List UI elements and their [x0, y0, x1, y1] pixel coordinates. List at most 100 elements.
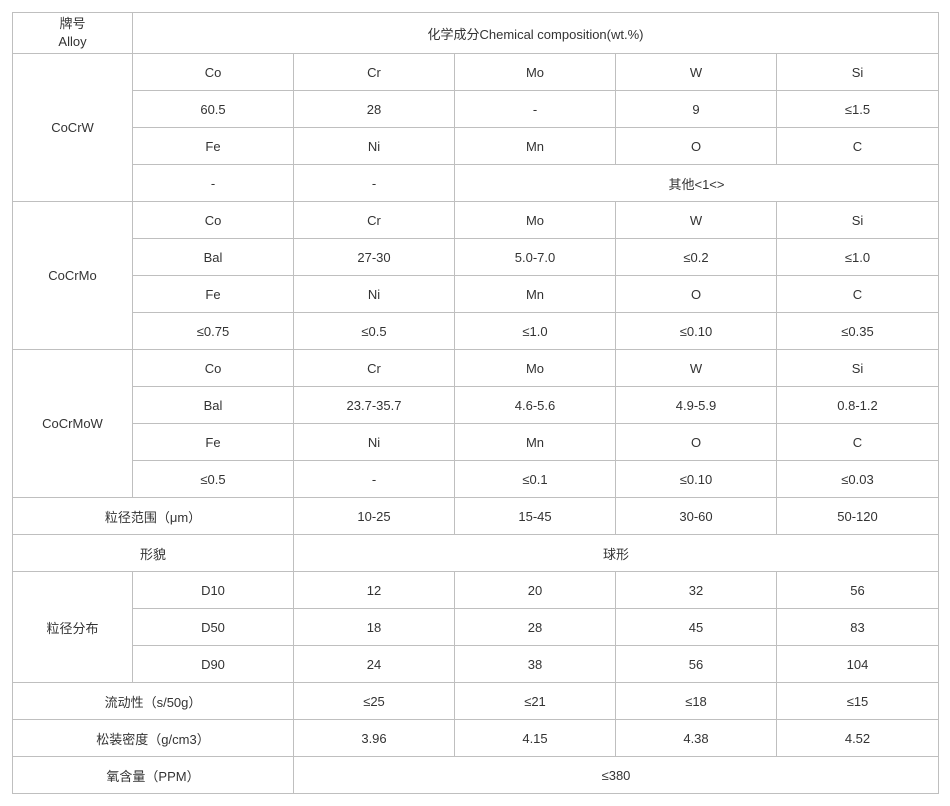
- cell: W: [616, 54, 777, 91]
- cell: 10-25: [294, 498, 455, 535]
- cell: ≤0.5: [133, 461, 294, 498]
- cell: -: [455, 91, 616, 128]
- cell: 28: [294, 91, 455, 128]
- cell: W: [616, 350, 777, 387]
- table-row: Bal 27-30 5.0-7.0 ≤0.2 ≤1.0: [13, 239, 939, 276]
- table-row: Fe Ni Mn O C: [13, 424, 939, 461]
- table-row: 60.5 28 - 9 ≤1.5: [13, 91, 939, 128]
- cell: ≤0.35: [777, 313, 939, 350]
- cell: Co: [133, 202, 294, 239]
- cell: 23.7-35.7: [294, 387, 455, 424]
- cell: Cr: [294, 350, 455, 387]
- cell: D10: [133, 572, 294, 609]
- cell: 5.0-7.0: [455, 239, 616, 276]
- cell: 32: [616, 572, 777, 609]
- cell: Mn: [455, 128, 616, 165]
- alloy-composition-table: 牌号 Alloy 化学成分Chemical composition(wt.%) …: [12, 12, 939, 794]
- table-row: 形貌 球形: [13, 535, 939, 572]
- cell: Mo: [455, 202, 616, 239]
- particle-range-label: 粒径范围（μm）: [13, 498, 294, 535]
- cell: Mn: [455, 424, 616, 461]
- cell: 0.8-1.2: [777, 387, 939, 424]
- cell: 56: [777, 572, 939, 609]
- cell: 38: [455, 646, 616, 683]
- cell: ≤0.03: [777, 461, 939, 498]
- header-composition: 化学成分Chemical composition(wt.%): [133, 13, 939, 54]
- cell: ≤0.1: [455, 461, 616, 498]
- cell: 4.9-5.9: [616, 387, 777, 424]
- cell: 18: [294, 609, 455, 646]
- cell: 30-60: [616, 498, 777, 535]
- cell: Co: [133, 350, 294, 387]
- table-row: D50 18 28 45 83: [13, 609, 939, 646]
- cell: Mo: [455, 350, 616, 387]
- cell: C: [777, 424, 939, 461]
- cell: Bal: [133, 239, 294, 276]
- cell: -: [294, 165, 455, 202]
- distribution-label: 粒径分布: [13, 572, 133, 683]
- alloy-name: CoCrMo: [13, 202, 133, 350]
- cell: 24: [294, 646, 455, 683]
- cell: ≤0.10: [616, 461, 777, 498]
- cell: ≤15: [777, 683, 939, 720]
- cell: ≤0.75: [133, 313, 294, 350]
- cell: Bal: [133, 387, 294, 424]
- cell: 104: [777, 646, 939, 683]
- cell: 50-120: [777, 498, 939, 535]
- header-alloy-cn: 牌号: [59, 16, 85, 31]
- cell: ≤25: [294, 683, 455, 720]
- oxygen-value: ≤380: [294, 757, 939, 794]
- table-row: 粒径范围（μm） 10-25 15-45 30-60 50-120: [13, 498, 939, 535]
- table-row: CoCrMoW Co Cr Mo W Si: [13, 350, 939, 387]
- cell: 20: [455, 572, 616, 609]
- cell: ≤0.10: [616, 313, 777, 350]
- cell: O: [616, 276, 777, 313]
- alloy-name: CoCrW: [13, 54, 133, 202]
- cell: 12: [294, 572, 455, 609]
- cell: -: [294, 461, 455, 498]
- table-row: 流动性（s/50g） ≤25 ≤21 ≤18 ≤15: [13, 683, 939, 720]
- cell: D50: [133, 609, 294, 646]
- cell: Ni: [294, 276, 455, 313]
- cell: Fe: [133, 128, 294, 165]
- header-alloy: 牌号 Alloy: [13, 13, 133, 54]
- cell: Mo: [455, 54, 616, 91]
- cell: -: [133, 165, 294, 202]
- cell: C: [777, 128, 939, 165]
- cell: O: [616, 424, 777, 461]
- cell: ≤21: [455, 683, 616, 720]
- cell: Si: [777, 202, 939, 239]
- cell: Cr: [294, 202, 455, 239]
- morphology-label: 形貌: [13, 535, 294, 572]
- table-row: ≤0.75 ≤0.5 ≤1.0 ≤0.10 ≤0.35: [13, 313, 939, 350]
- table-row: - - 其他<1<>: [13, 165, 939, 202]
- table-row: 粒径分布 D10 12 20 32 56: [13, 572, 939, 609]
- table-row: 松装密度（g/cm3） 3.96 4.15 4.38 4.52: [13, 720, 939, 757]
- table-row: CoCrMo Co Cr Mo W Si: [13, 202, 939, 239]
- cell: W: [616, 202, 777, 239]
- table-row: 氧含量（PPM） ≤380: [13, 757, 939, 794]
- table-row: Bal 23.7-35.7 4.6-5.6 4.9-5.9 0.8-1.2: [13, 387, 939, 424]
- cell: 4.15: [455, 720, 616, 757]
- cell: 9: [616, 91, 777, 128]
- cell: 27-30: [294, 239, 455, 276]
- morphology-value: 球形: [294, 535, 939, 572]
- table-row: Fe Ni Mn O C: [13, 276, 939, 313]
- cell: ≤1.0: [777, 239, 939, 276]
- cell: 45: [616, 609, 777, 646]
- cell: Si: [777, 54, 939, 91]
- cell: Ni: [294, 128, 455, 165]
- cell: ≤18: [616, 683, 777, 720]
- cell: 4.52: [777, 720, 939, 757]
- cell: C: [777, 276, 939, 313]
- cell: 60.5: [133, 91, 294, 128]
- table-row: 牌号 Alloy 化学成分Chemical composition(wt.%): [13, 13, 939, 54]
- header-alloy-en: Alloy: [58, 34, 86, 49]
- cell: Fe: [133, 424, 294, 461]
- oxygen-label: 氧含量（PPM）: [13, 757, 294, 794]
- cell: Mn: [455, 276, 616, 313]
- cell: D90: [133, 646, 294, 683]
- cell: O: [616, 128, 777, 165]
- table-row: ≤0.5 - ≤0.1 ≤0.10 ≤0.03: [13, 461, 939, 498]
- cell: 3.96: [294, 720, 455, 757]
